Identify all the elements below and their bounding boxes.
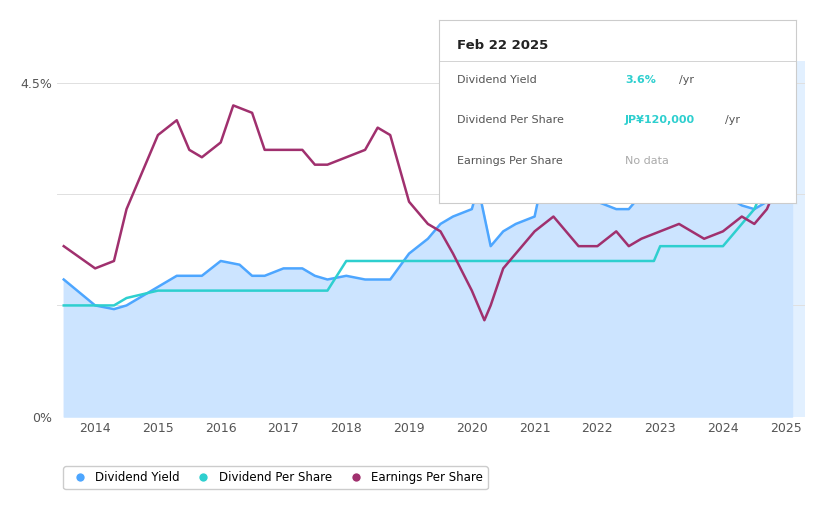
Text: /yr: /yr: [725, 115, 740, 125]
Text: No data: No data: [625, 155, 669, 166]
Text: Dividend Per Share: Dividend Per Share: [457, 115, 564, 125]
Text: Past: Past: [767, 92, 791, 105]
Bar: [764, 61, 805, 417]
Text: Feb 22 2025: Feb 22 2025: [457, 39, 548, 52]
Text: 3.6%: 3.6%: [625, 75, 656, 85]
Text: Dividend Yield: Dividend Yield: [457, 75, 537, 85]
Text: /yr: /yr: [678, 75, 694, 85]
Legend: Dividend Yield, Dividend Per Share, Earnings Per Share: Dividend Yield, Dividend Per Share, Earn…: [63, 466, 488, 489]
Text: JP¥120,000: JP¥120,000: [625, 115, 695, 125]
Text: Earnings Per Share: Earnings Per Share: [457, 155, 563, 166]
